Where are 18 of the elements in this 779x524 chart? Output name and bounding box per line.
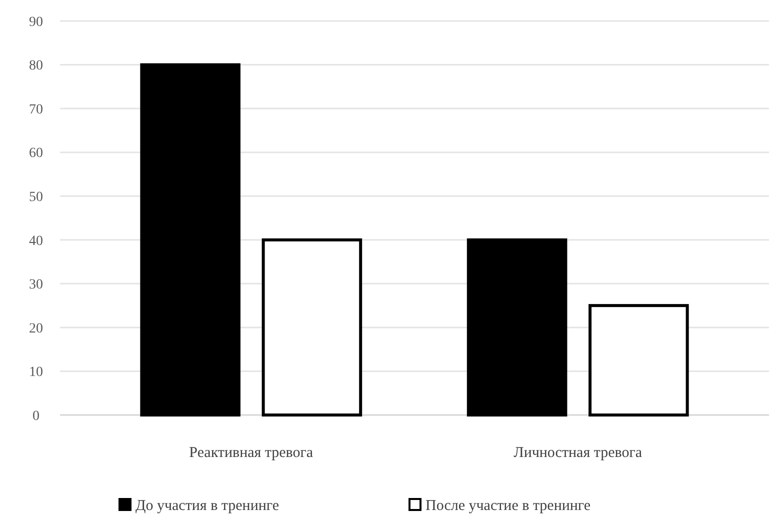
y-tick-label: 50 (29, 190, 43, 206)
y-tick-label: 60 (29, 146, 43, 162)
bar (588, 304, 689, 416)
y-tick-label: 70 (29, 102, 43, 118)
bar (466, 238, 568, 416)
y-tick-label: 40 (29, 234, 43, 249)
legend-label: После участие в тренинге (426, 498, 591, 514)
legend-label: До участия в тренинге (136, 498, 280, 514)
y-tick-label: 0 (32, 408, 40, 424)
x-tick-label: Личностная тревога (514, 445, 642, 461)
y-tick-label: 80 (29, 58, 43, 74)
x-tick-label: Реактивная тревога (189, 445, 314, 461)
y-tick-label: 30 (29, 278, 43, 293)
y-tick-label: 10 (29, 365, 43, 380)
bar (262, 238, 362, 416)
y-tick-label: 90 (29, 14, 43, 30)
bar (140, 63, 240, 416)
y-tick-label: 20 (29, 321, 43, 336)
